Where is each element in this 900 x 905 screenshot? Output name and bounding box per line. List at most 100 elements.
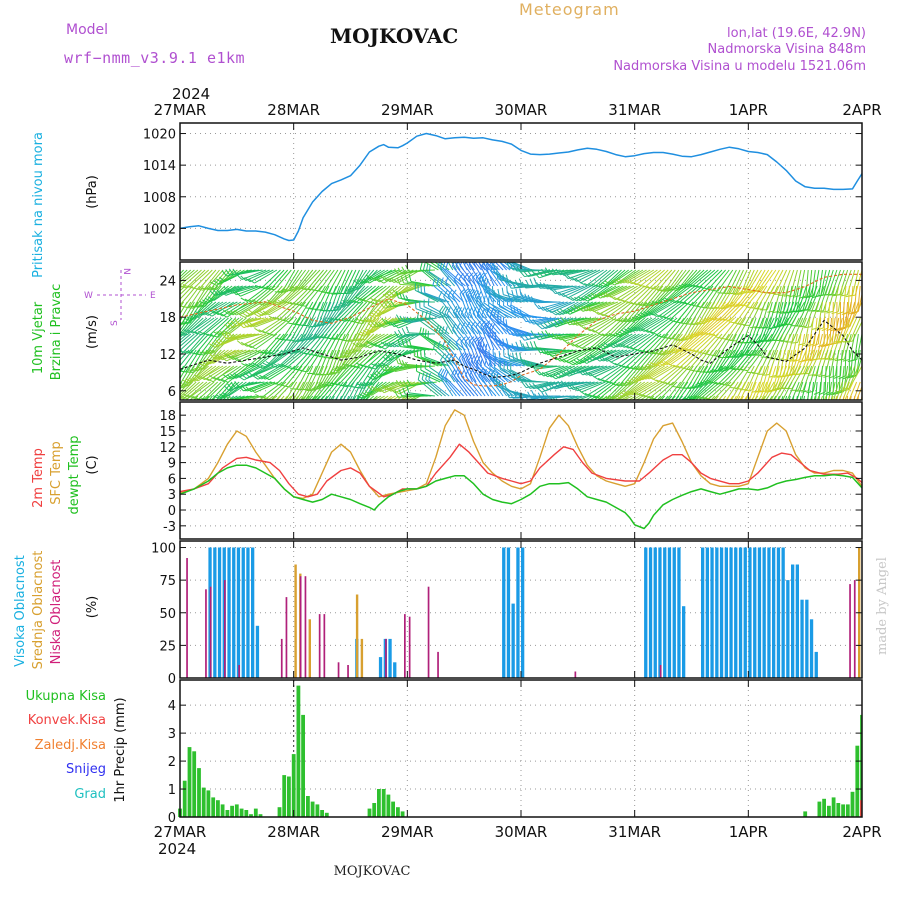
wind-barb-flag: [779, 295, 786, 296]
station-title: MOJKOVAC: [330, 24, 458, 48]
date-label-bottom: 30MAR: [495, 823, 548, 841]
wind-barb-flag: [851, 422, 858, 424]
wind-barb-flag: [799, 421, 806, 423]
precip-conv-label: Konvek.Kisa: [28, 713, 106, 728]
wind-barb-flag: [365, 408, 371, 411]
cloud-high-bar: [748, 548, 751, 679]
model-elevation-label: Nadmorska Visina u modelu 1521.06m: [613, 59, 866, 74]
pressure-unit: (hPa): [85, 175, 100, 209]
wind-barb-flag: [326, 403, 333, 404]
wind-barb-flag: [656, 414, 663, 416]
wind-barb-flag: [686, 412, 693, 414]
wind-barb-flag: [485, 350, 486, 357]
wind-barb-flag: [165, 367, 172, 369]
wind-barb-flag: [845, 407, 852, 408]
cloud-high-bar: [502, 548, 505, 679]
wind-barb-shaft: [818, 382, 821, 408]
wind-barb-flag: [465, 244, 468, 250]
wind-barb-flag: [769, 404, 776, 405]
wind-barb-flag: [522, 382, 526, 388]
date-label-top: 28MAR: [267, 101, 320, 119]
wind-barb-flag: [292, 412, 299, 414]
wind-barb-shaft: [807, 382, 810, 408]
cloud-high-bar: [791, 565, 794, 679]
wind-barb-flag: [717, 403, 724, 404]
wind-barb-flag: [840, 422, 847, 424]
wind-barb-flag: [803, 421, 810, 422]
wind-barb-flag: [619, 407, 625, 411]
wind-barb-flag: [674, 403, 681, 404]
temp-ytick-label: -3: [163, 520, 176, 535]
wind-barb-flag: [278, 413, 285, 415]
model-label: Model: [66, 22, 108, 38]
precip-total-bar: [803, 811, 807, 817]
cloud-ytick-label: 75: [159, 574, 176, 589]
cloud-high-bar: [213, 548, 216, 679]
cloud-high-label: Visoka Oblacnost: [13, 555, 28, 667]
temp-ytick-label: 18: [159, 409, 176, 424]
wind-barb-flag: [348, 404, 355, 405]
wind-barb-flag: [336, 418, 343, 419]
precip-total-bar: [278, 807, 282, 817]
wind-barb-flag: [287, 403, 294, 404]
wind-barb-flag: [713, 418, 720, 419]
wind-barb-flag: [476, 243, 479, 249]
precip-total-bar: [368, 809, 372, 817]
precip-total-bar: [282, 775, 286, 817]
wind-barb-flag: [376, 408, 382, 411]
wind-barb-flag: [164, 339, 171, 340]
precip-total-bar: [832, 797, 836, 817]
wind-barb-flag: [420, 263, 422, 270]
wind-barb-flag: [497, 297, 498, 304]
pressure-ytick-label: 1014: [143, 159, 176, 174]
cloud-ytick-label: 100: [151, 542, 176, 557]
wind-barb-flag: [462, 243, 465, 249]
cloud-ytick-label: 25: [159, 639, 176, 654]
wind-barb-shaft: [778, 334, 787, 358]
wind-barb-shaft: [621, 350, 641, 366]
wind-barb-flag: [849, 422, 856, 424]
wind-barb-flag: [812, 408, 819, 410]
wind-barb-flag: [238, 405, 244, 409]
cloud-low-bar: [428, 587, 430, 678]
year-bottom: 2024: [158, 840, 196, 858]
temp-ytick-label: 6: [168, 472, 176, 487]
wind-barb-shaft: [649, 366, 672, 379]
precip-total-bar: [292, 754, 296, 817]
precip-unit: 1hr Precip (mm): [113, 697, 128, 802]
wind-barb-shaft: [642, 334, 661, 352]
wind-barb-flag: [209, 403, 215, 407]
wind-barb-flag: [788, 407, 795, 408]
precip-total-bar: [320, 810, 324, 817]
cloud-low-bar: [324, 614, 326, 678]
precip-total-bar: [221, 804, 225, 817]
wind-barb-flag: [587, 408, 593, 411]
wind-ytick-label: 12: [159, 348, 176, 363]
wind-barb-flag: [333, 420, 340, 421]
cloud-low-bar: [224, 580, 226, 678]
wind-barb-flag: [509, 354, 511, 361]
wind-barb-flag: [709, 418, 716, 419]
wind-ytick-label: 18: [159, 311, 176, 326]
wind-barb-flag: [534, 278, 537, 285]
cloud-high-bar: [772, 548, 775, 679]
precip-total-bar: [377, 789, 381, 817]
wind-barb-flag: [190, 416, 197, 417]
wind-barb-shaft: [823, 382, 824, 408]
wind-barb-flag: [235, 381, 239, 387]
precip-total-label: Ukupna Kisa: [26, 689, 106, 704]
wind-barb-flag: [425, 362, 426, 369]
wind-barbs-layer: [154, 241, 864, 424]
date-label-bottom: 1APR: [729, 823, 768, 841]
temp-ytick-label: 3: [168, 488, 176, 503]
wind-barb-flag: [342, 413, 349, 415]
cloud-high-bar: [237, 548, 240, 679]
wind-barb-flag: [754, 404, 761, 405]
wind-barb-flag: [489, 286, 490, 293]
wind-barb-flag: [511, 298, 512, 305]
wind-barb-shaft: [745, 396, 762, 416]
wind-barb-flag: [512, 290, 514, 297]
wind-barb-flag: [361, 407, 367, 411]
wind-barb-flag: [827, 407, 834, 408]
wind-barb-flag: [490, 248, 491, 255]
